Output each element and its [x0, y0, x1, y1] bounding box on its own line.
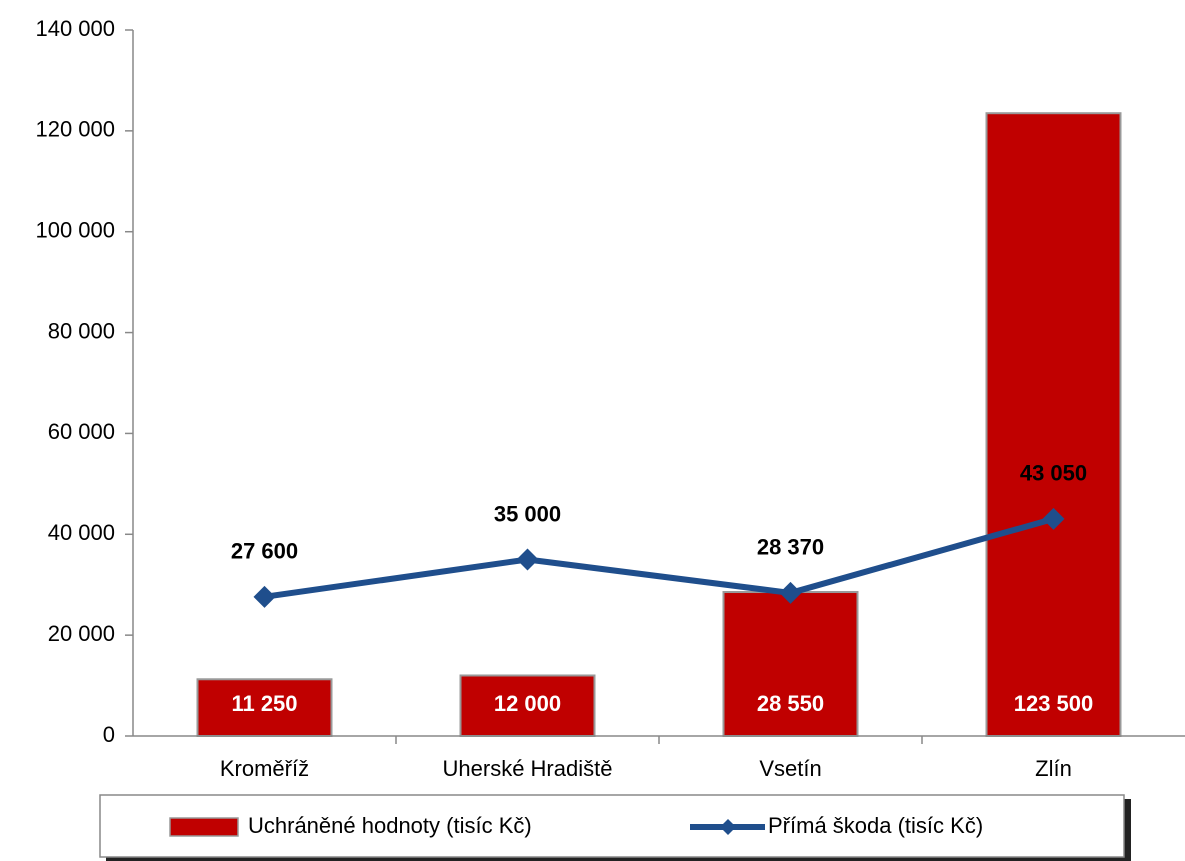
legend-swatch [169, 817, 239, 837]
legend-box [99, 794, 1125, 858]
bar-value-label: 123 500 [1014, 691, 1094, 716]
legend-label: Uchráněné hodnoty (tisíc Kč) [248, 813, 532, 838]
y-tick-label: 80 000 [48, 318, 115, 343]
line-value-label: 35 000 [494, 501, 561, 526]
x-tick-label: Kroměříž [220, 756, 309, 781]
y-tick-label: 60 000 [48, 419, 115, 444]
bar [196, 678, 333, 738]
bar-value-label: 12 000 [494, 691, 561, 716]
y-tick-label: 120 000 [35, 117, 115, 142]
legend-label: Přímá škoda (tisíc Kč) [768, 813, 983, 838]
y-tick-label: 140 000 [35, 16, 115, 41]
x-tick-label: Uherské Hradiště [443, 756, 613, 781]
line-value-label: 43 050 [1020, 461, 1087, 486]
bar [985, 112, 1122, 737]
line-marker [1042, 507, 1065, 530]
line-value-label: 27 600 [231, 539, 298, 564]
x-tick-label: Zlín [1035, 756, 1072, 781]
line-marker [779, 581, 802, 604]
bar-value-label: 11 250 [231, 691, 297, 716]
y-tick-label: 20 000 [48, 621, 115, 646]
x-tick-label: Vsetín [759, 756, 821, 781]
line-value-label: 28 370 [757, 535, 824, 560]
legend-marker [720, 819, 736, 835]
y-tick-label: 40 000 [48, 520, 115, 545]
line [264, 516, 1055, 600]
y-tick-label: 0 [103, 722, 115, 747]
line-marker [253, 585, 276, 608]
y-tick-label: 100 000 [35, 218, 115, 243]
bar-value-label: 28 550 [757, 691, 824, 716]
line-marker [516, 548, 539, 571]
